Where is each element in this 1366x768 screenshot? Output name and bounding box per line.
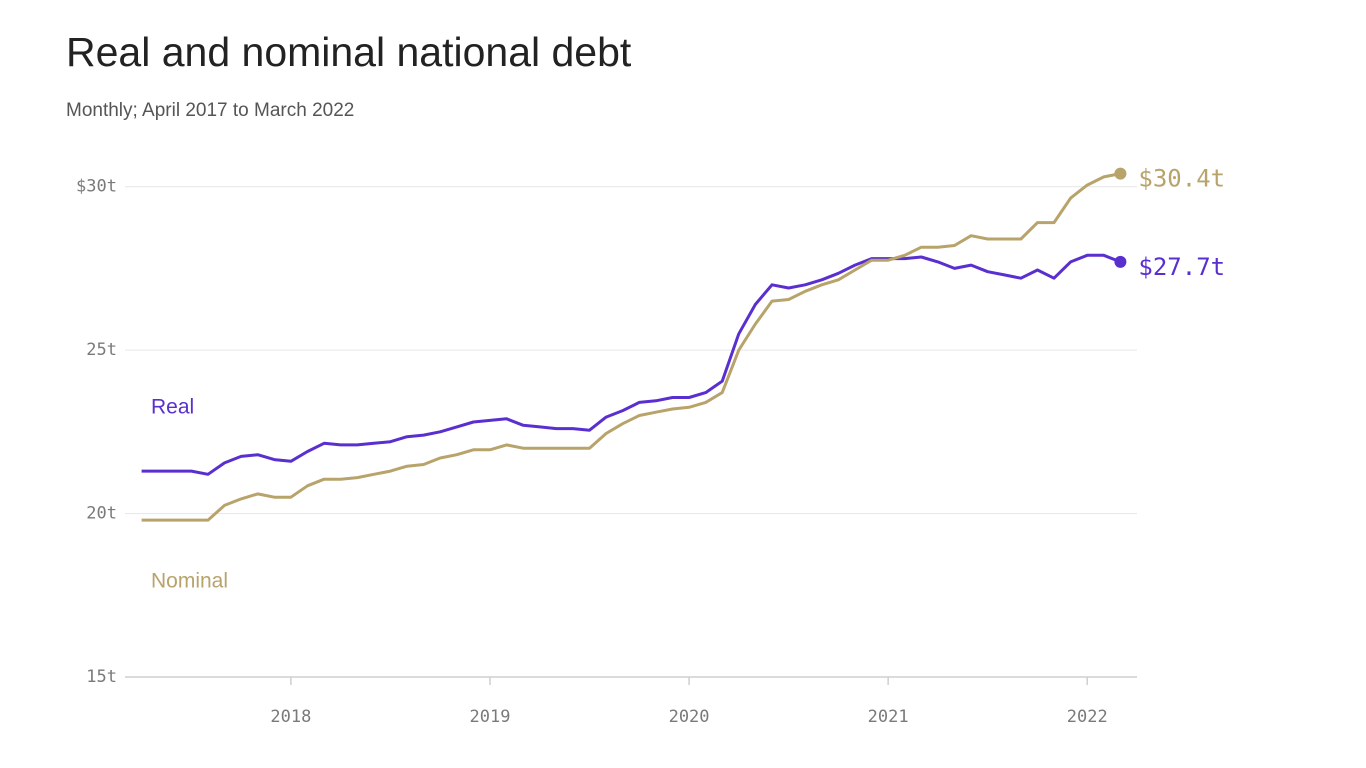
y-tick-label: 15t: [86, 667, 117, 687]
series-name: Nominal: [151, 570, 228, 593]
chart-subtitle: Monthly; April 2017 to March 2022: [66, 100, 354, 121]
x-tick-label: 2018: [270, 707, 311, 727]
x-tick-label: 2020: [669, 707, 710, 727]
series-name: Real: [151, 396, 194, 419]
x-tick-label: 2021: [868, 707, 909, 727]
chart-title: Real and nominal national debt: [66, 29, 632, 75]
x-tick-label: 2019: [470, 707, 511, 727]
series-line: [141, 172, 1121, 522]
end-point: [1114, 167, 1127, 180]
x-tick-label: 2022: [1067, 707, 1108, 727]
y-tick-label: $30t: [76, 177, 117, 197]
series-line: [141, 253, 1121, 476]
y-tick-label: 25t: [86, 340, 117, 360]
end-label: $30.4t: [1138, 165, 1225, 193]
end-label: $27.7t: [1138, 253, 1225, 281]
end-point: [1114, 255, 1127, 268]
y-tick-label: 20t: [86, 504, 117, 524]
